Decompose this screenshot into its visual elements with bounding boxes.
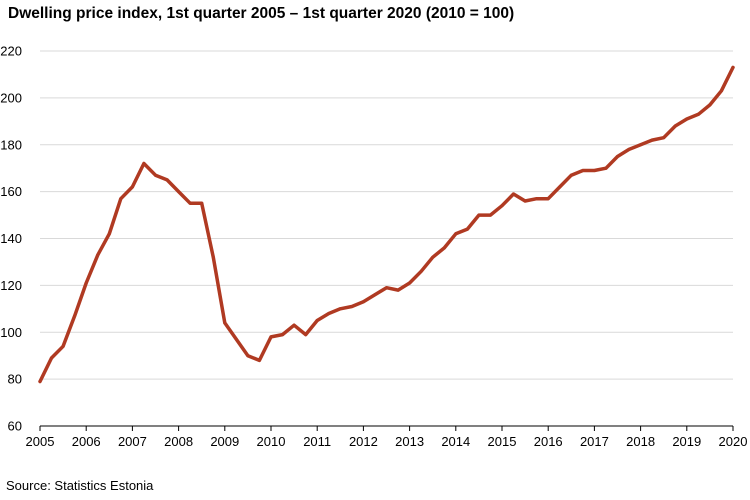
data-point xyxy=(177,190,181,194)
y-tick-label: 60 xyxy=(8,419,22,434)
x-tick-label: 2016 xyxy=(534,434,563,449)
data-point xyxy=(338,307,342,311)
x-tick-label: 2019 xyxy=(672,434,701,449)
data-point xyxy=(685,117,689,121)
data-point xyxy=(396,288,400,292)
data-point xyxy=(673,124,677,128)
data-point xyxy=(281,333,284,337)
data-point xyxy=(419,269,423,273)
data-point xyxy=(581,169,585,172)
x-tick-label: 2020 xyxy=(719,434,748,449)
data-point xyxy=(315,319,319,322)
data-point xyxy=(50,356,53,360)
data-point xyxy=(38,380,42,383)
y-tick-label: 160 xyxy=(0,184,22,199)
data-point xyxy=(512,192,515,196)
data-point xyxy=(119,197,123,201)
data-point xyxy=(61,344,65,348)
data-point xyxy=(627,147,631,151)
x-tick-label: 2012 xyxy=(349,434,378,449)
data-point xyxy=(350,305,354,308)
x-tick-label: 2018 xyxy=(626,434,655,449)
data-point xyxy=(477,213,481,217)
data-point xyxy=(454,232,458,236)
series-line xyxy=(38,65,735,384)
data-point xyxy=(592,169,596,172)
data-point xyxy=(142,162,146,165)
data-point xyxy=(154,173,157,177)
data-point xyxy=(269,335,273,339)
data-point xyxy=(650,138,654,142)
data-point xyxy=(292,323,296,327)
y-tick-label: 220 xyxy=(0,44,22,59)
data-point xyxy=(327,312,331,315)
data-point xyxy=(488,213,492,217)
data-point xyxy=(523,199,527,203)
data-point xyxy=(257,358,261,362)
data-points xyxy=(38,65,735,383)
data-point xyxy=(604,166,608,170)
data-point xyxy=(535,197,539,201)
x-tick-label: 2006 xyxy=(72,434,101,449)
x-tick-label: 2013 xyxy=(395,434,424,449)
data-point xyxy=(246,354,250,358)
data-point xyxy=(731,65,735,69)
data-point xyxy=(696,112,700,116)
data-point xyxy=(234,337,238,341)
data-point xyxy=(200,201,204,205)
y-tick-label: 100 xyxy=(0,325,22,340)
data-point xyxy=(165,178,169,182)
x-tick-label: 2011 xyxy=(303,434,331,449)
data-point xyxy=(211,255,215,259)
data-point xyxy=(465,227,469,231)
data-point xyxy=(500,204,504,208)
data-point xyxy=(719,89,723,93)
data-point xyxy=(373,293,377,297)
y-tick-label: 120 xyxy=(0,278,22,293)
x-tick-label: 2005 xyxy=(26,434,55,449)
source-note: Source: Statistics Estonia xyxy=(6,478,154,493)
x-tick-label: 2009 xyxy=(210,434,239,449)
x-tick-label: 2010 xyxy=(257,434,286,449)
x-tick-label: 2015 xyxy=(488,434,517,449)
data-point xyxy=(616,155,619,158)
data-point xyxy=(73,314,77,318)
data-point xyxy=(558,185,562,189)
x-axis xyxy=(39,425,734,431)
data-point xyxy=(385,286,388,290)
x-tick-label: 2007 xyxy=(118,434,147,449)
data-point xyxy=(107,232,111,236)
data-point xyxy=(130,185,134,189)
chart-title: Dwelling price index, 1st quarter 2005 –… xyxy=(8,5,515,22)
data-point xyxy=(569,173,573,177)
x-tick-label: 2014 xyxy=(441,434,470,449)
data-point xyxy=(188,201,192,205)
y-axis-tick-labels: 60 80 100 120 140 160 180 200 220 xyxy=(0,44,22,434)
data-point xyxy=(223,321,227,325)
gridlines xyxy=(40,50,733,380)
y-tick-label: 140 xyxy=(0,231,22,246)
data-point xyxy=(304,333,308,337)
x-tick-label: 2017 xyxy=(580,434,609,449)
y-tick-label: 200 xyxy=(0,90,22,105)
data-point xyxy=(442,246,446,250)
data-point xyxy=(96,253,100,257)
data-point xyxy=(639,143,643,147)
y-tick-label: 80 xyxy=(8,372,22,387)
data-point xyxy=(708,103,712,107)
data-point xyxy=(662,136,666,140)
data-point xyxy=(361,300,365,304)
y-tick-label: 180 xyxy=(0,137,22,152)
x-axis-tick-labels: 2005 2006 2007 2008 2009 2010 2011 2012 2013 2014… xyxy=(26,434,748,449)
data-point xyxy=(84,281,88,285)
data-point xyxy=(431,255,435,259)
x-tick-label: 2008 xyxy=(164,434,193,449)
data-point xyxy=(546,197,550,201)
data-point xyxy=(408,281,412,285)
